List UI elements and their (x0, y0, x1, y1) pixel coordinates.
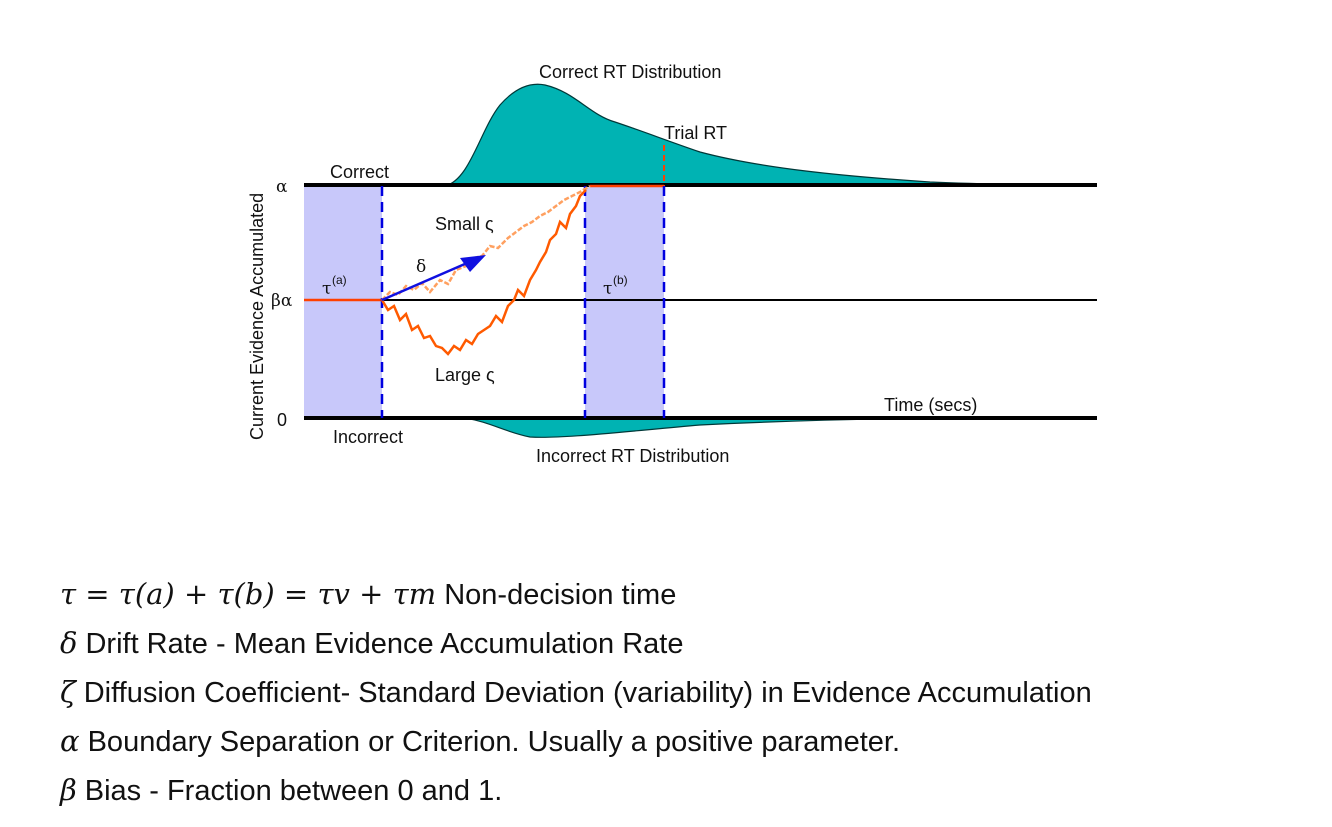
definition-text: Drift Rate - Mean Evidence Accumulation … (85, 628, 684, 660)
definitions-list: τ = τ(a) + τ(b) = τv + τm Non-decision t… (60, 570, 1320, 815)
zeta-symbol: ζ (60, 675, 76, 709)
correct-label: Correct (330, 162, 389, 182)
tau-b-region (585, 186, 664, 418)
definition-text: Non-decision time (444, 579, 677, 611)
ddm-diagram: Correct RT Distribution Trial RT Correct… (247, 62, 1097, 466)
definition-tau: τ = τ(a) + τ(b) = τv + τm Non-decision t… (60, 570, 1320, 619)
y-axis-label: Current Evidence Accumulated (247, 193, 267, 440)
definition-text: Diffusion Coefficient- Standard Deviatio… (83, 677, 1092, 709)
definition-zeta: ζ Diffusion Coefficient- Standard Deviati… (60, 668, 1320, 717)
definition-text: Boundary Separation or Criterion. Usuall… (87, 726, 901, 758)
time-axis-label: Time (secs) (884, 395, 977, 415)
tau-b-label: τ (603, 279, 612, 299)
large-zeta-label: Large ς (435, 365, 495, 385)
alpha-tick-label: α (276, 177, 288, 197)
correct-rt-distribution-label: Correct RT Distribution (539, 62, 721, 82)
incorrect-rt-distribution (464, 417, 931, 438)
large-zeta-path (380, 189, 587, 356)
tau-formula: τ = τ(a) + τ(b) = τv + τm (60, 577, 437, 611)
drift-arrowhead (460, 255, 486, 272)
tau-b-superscript: (b) (613, 273, 628, 287)
tau-a-label: τ (322, 279, 331, 299)
incorrect-label: Incorrect (333, 427, 403, 447)
small-zeta-path (381, 184, 591, 301)
zero-tick-label: 0 (277, 410, 287, 430)
correct-rt-distribution (444, 83, 1096, 187)
tau-a-region (304, 186, 382, 418)
beta-symbol: β (60, 773, 77, 807)
drift-arrow (381, 258, 475, 302)
beta-alpha-tick-label: βα (271, 291, 293, 311)
delta-label: δ (416, 257, 426, 277)
small-zeta-label: Small ς (435, 214, 494, 234)
definition-beta: β Bias - Fraction between 0 and 1. (60, 766, 1320, 815)
definition-text: Bias - Fraction between 0 and 1. (84, 775, 503, 807)
tau-a-superscript: (a) (332, 273, 347, 287)
delta-symbol: δ (60, 626, 78, 660)
trial-rt-label: Trial RT (664, 123, 727, 143)
incorrect-rt-distribution-label: Incorrect RT Distribution (536, 446, 729, 466)
definition-alpha: α Boundary Separation or Criterion. Usual… (60, 717, 1320, 766)
definition-delta: δ Drift Rate - Mean Evidence Accumulation… (60, 619, 1320, 668)
alpha-symbol: α (60, 724, 80, 758)
